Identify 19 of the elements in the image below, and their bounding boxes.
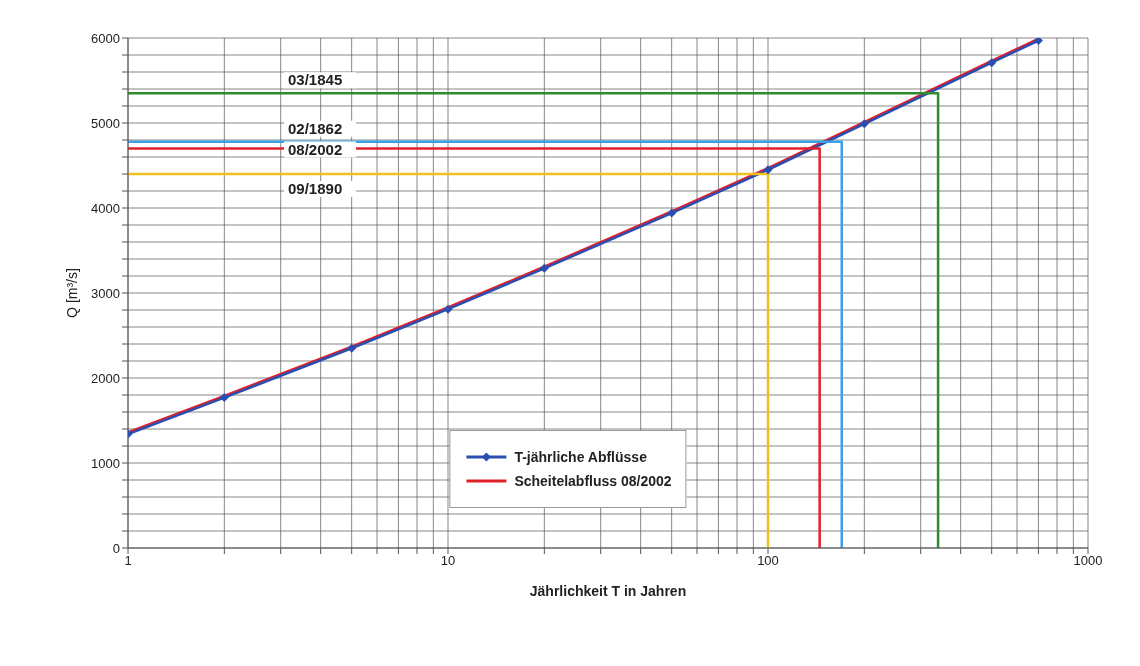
y-tick-label: 5000 (91, 115, 120, 131)
x-tick-label: 100 (757, 553, 779, 569)
x-tick-label: 1 (124, 553, 132, 569)
x-tick-label: 10 (440, 553, 456, 569)
y-tick-label: 1000 (91, 455, 120, 471)
x-tick-label: 1000 (1073, 553, 1103, 569)
legend-label: T-jährliche Abflüsse (514, 449, 647, 465)
y-tick-label: 4000 (91, 200, 120, 216)
annotation: 02/1862 (288, 119, 343, 137)
y-tick-label: 3000 (91, 285, 120, 301)
legend-label: Scheitelabfluss 08/2002 (514, 473, 672, 489)
annotation: 08/2002 (288, 140, 343, 158)
x-axis-title: Jährlichkeit T in Jahren (529, 583, 687, 599)
y-tick-label: 2000 (91, 370, 120, 386)
y-tick-label: 0 (112, 540, 120, 556)
y-axis-title: Q [m³/s] (63, 268, 80, 318)
annotation: 09/1890 (288, 180, 343, 197)
annotation: 03/1845 (288, 71, 343, 89)
y-tick-label: 6000 (91, 30, 120, 46)
